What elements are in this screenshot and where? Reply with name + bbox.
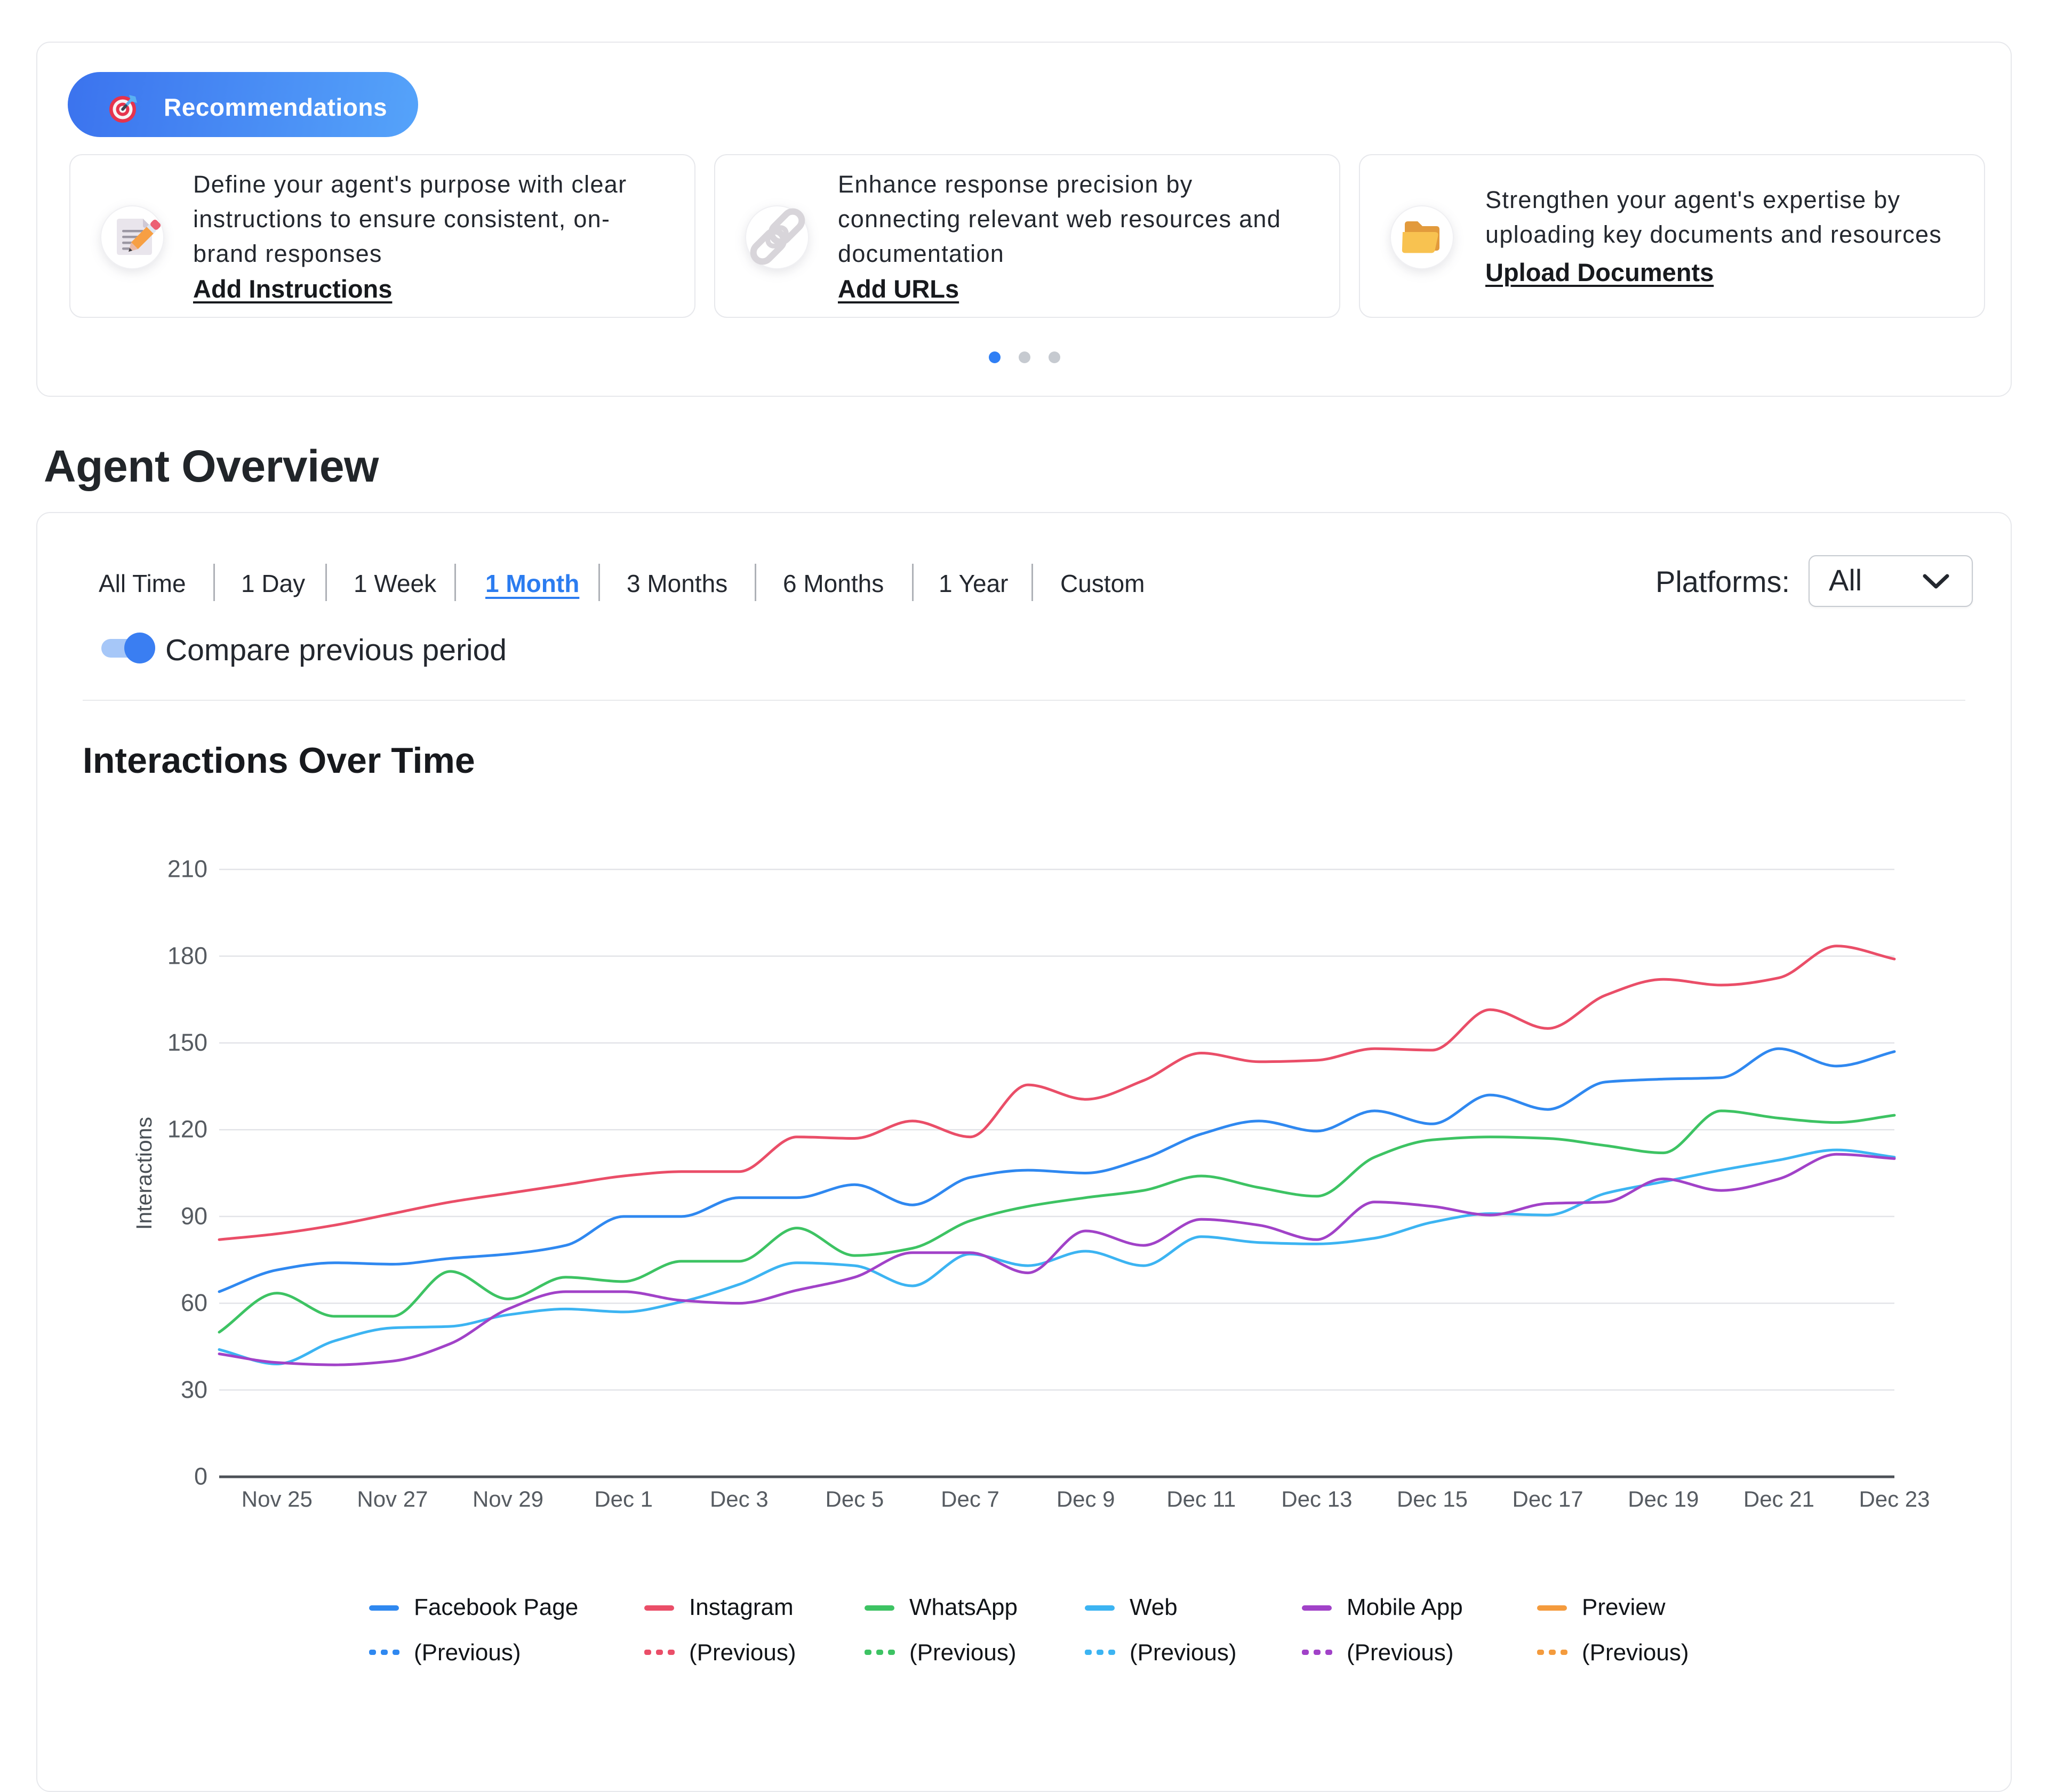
svg-text:0: 0 [194, 1463, 207, 1490]
svg-text:Dec 17: Dec 17 [1513, 1486, 1583, 1511]
svg-text:Dec 1: Dec 1 [594, 1486, 653, 1511]
svg-text:60: 60 [181, 1289, 207, 1316]
svg-text:Dec 19: Dec 19 [1628, 1486, 1699, 1511]
svg-text:Dec 13: Dec 13 [1281, 1486, 1352, 1511]
svg-text:Dec 15: Dec 15 [1397, 1486, 1468, 1511]
svg-text:120: 120 [167, 1116, 207, 1143]
svg-text:180: 180 [167, 942, 207, 969]
svg-text:Dec 3: Dec 3 [710, 1486, 769, 1511]
svg-text:Nov 29: Nov 29 [473, 1486, 543, 1511]
svg-text:Dec 21: Dec 21 [1743, 1486, 1814, 1511]
svg-text:Interactions: Interactions [132, 1117, 156, 1230]
svg-text:Dec 9: Dec 9 [1057, 1486, 1115, 1511]
svg-text:Dec 11: Dec 11 [1166, 1486, 1236, 1511]
svg-text:Nov 27: Nov 27 [357, 1486, 428, 1511]
svg-text:90: 90 [181, 1202, 207, 1229]
svg-text:150: 150 [167, 1029, 207, 1056]
svg-text:Dec 7: Dec 7 [941, 1486, 999, 1511]
svg-text:Dec 23: Dec 23 [1859, 1486, 1930, 1511]
svg-text:30: 30 [181, 1376, 207, 1403]
svg-text:Nov 25: Nov 25 [242, 1486, 313, 1511]
svg-text:210: 210 [167, 855, 207, 883]
svg-text:Dec 5: Dec 5 [826, 1486, 884, 1511]
